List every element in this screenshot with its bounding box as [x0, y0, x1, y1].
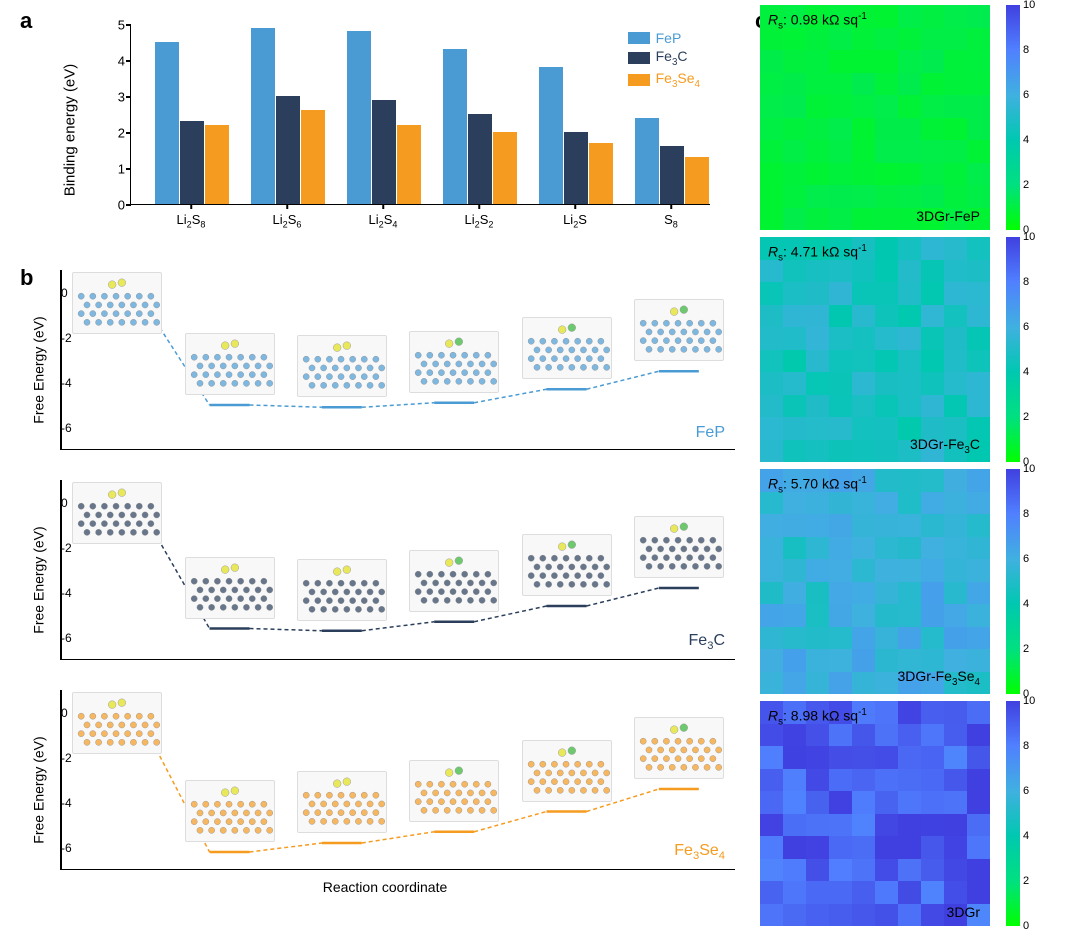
colorbar-tick: 2 [1020, 179, 1029, 191]
colorbar-tick: 4 [1020, 134, 1029, 146]
heatmap-rs-label: Rs: 8.98 kΩ sq-1 [768, 707, 867, 727]
material-label: Fe3Se4 [674, 842, 725, 862]
energy-ylabel: Free Energy (eV) [31, 316, 47, 423]
structure-thumbnail [522, 534, 612, 596]
colorbar-tick: 8 [1020, 508, 1029, 520]
bar-group [347, 31, 421, 204]
structure-thumbnail [522, 740, 612, 802]
bar-group [251, 28, 325, 204]
heatmap-material-label: 3DGr-Fe3Se4 [898, 668, 980, 688]
heatmap: Rs: 8.98 kΩ sq-1 3DGr 0246810 [760, 701, 1065, 926]
colorbar-tick: 10 [1020, 695, 1035, 707]
panel-label-a: a [20, 8, 32, 34]
material-label: Fe3C [689, 632, 725, 652]
structure-thumbnail [72, 482, 162, 544]
bar-group [635, 118, 709, 204]
energy-ylabel: Free Energy (eV) [31, 736, 47, 843]
colorbar-tick: 6 [1020, 89, 1029, 101]
heatmap-material-label: 3DGr-Fe3C [910, 436, 980, 456]
bar [205, 125, 229, 204]
bar-group [539, 67, 613, 204]
bar [685, 157, 709, 204]
colorbar-tick: 8 [1020, 44, 1029, 56]
bar [180, 121, 204, 204]
heatmap-rs-label: Rs: 4.71 kΩ sq-1 [768, 243, 867, 263]
structure-thumbnail [634, 299, 724, 361]
bar [301, 110, 325, 204]
colorbar-tick: 2 [1020, 875, 1029, 887]
energy-ylabel: Free Energy (eV) [31, 526, 47, 633]
structure-thumbnail [185, 333, 275, 395]
colorbar-tick: 4 [1020, 598, 1029, 610]
heatmap-rs-label: Rs: 0.98 kΩ sq-1 [768, 11, 867, 31]
bar-group [443, 49, 517, 204]
colorbar-tick: 10 [1020, 0, 1035, 11]
colorbar-tick: 2 [1020, 411, 1029, 423]
heatmap: Rs: 0.98 kΩ sq-1 3DGr-FeP 0246810 [760, 5, 1065, 230]
bar [493, 132, 517, 204]
colorbar-tick: 8 [1020, 276, 1029, 288]
energy-diagram-row: Free Energy (eV)0-2-4-6Fe3C [25, 480, 745, 680]
colorbar-tick: 2 [1020, 643, 1029, 655]
bar [564, 132, 588, 204]
material-label: FeP [696, 424, 725, 442]
structure-thumbnail [634, 516, 724, 578]
bar-group [155, 42, 229, 204]
colorbar-tick: 10 [1020, 463, 1035, 475]
bar [372, 100, 396, 204]
bar [468, 114, 492, 204]
bar [251, 28, 275, 204]
energy-diagram-row: Free Energy (eV)0-2-4-6FeP [25, 270, 745, 470]
energy-diagrams: Free Energy (eV)0-2-4-6FePFree Energy (e… [25, 270, 745, 930]
structure-thumbnail [185, 780, 275, 842]
colorbar-tick: 4 [1020, 366, 1029, 378]
heatmap-material-label: 3DGr [947, 904, 980, 920]
heatmap-material-label: 3DGr-FeP [916, 208, 980, 224]
bar [589, 143, 613, 204]
heatmap: Rs: 5.70 kΩ sq-1 3DGr-Fe3Se4 0246810 [760, 469, 1065, 694]
bar [397, 125, 421, 204]
structure-thumbnail [409, 331, 499, 393]
bar-chart: Binding energy (eV) 012345Li2S8Li2S6Li2S… [70, 15, 730, 245]
structure-thumbnail [409, 760, 499, 822]
structure-thumbnail [409, 550, 499, 612]
structure-thumbnail [72, 272, 162, 334]
structure-thumbnail [297, 335, 387, 397]
structure-thumbnail [72, 692, 162, 754]
colorbar-tick: 6 [1020, 321, 1029, 333]
structure-thumbnail [185, 557, 275, 619]
colorbar-tick: 0 [1020, 920, 1029, 932]
colorbar: 0246810 [1006, 701, 1020, 926]
colorbar-tick: 6 [1020, 553, 1029, 565]
colorbar: 0246810 [1006, 237, 1020, 462]
colorbar: 0246810 [1006, 469, 1020, 694]
structure-thumbnail [522, 317, 612, 379]
bar [155, 42, 179, 204]
bar [276, 96, 300, 204]
colorbar-tick: 4 [1020, 830, 1029, 842]
bar [539, 67, 563, 204]
heatmap-column: Rs: 0.98 kΩ sq-13DGr-FeP0246810Rs: 4.71 … [760, 5, 1065, 945]
heatmap: Rs: 4.71 kΩ sq-1 3DGr-Fe3C 0246810 [760, 237, 1065, 462]
bar-chart-area: 012345Li2S8Li2S6Li2S4Li2S2Li2SS8FePFe3CF… [130, 25, 710, 205]
structure-thumbnail [634, 717, 724, 779]
energy-xlabel: Reaction coordinate [323, 879, 448, 895]
bar [635, 118, 659, 204]
heatmap-rs-label: Rs: 5.70 kΩ sq-1 [768, 475, 867, 495]
bar-chart-legend: FePFe3CFe3Se4 [628, 30, 700, 92]
colorbar-tick: 6 [1020, 785, 1029, 797]
colorbar-tick: 8 [1020, 740, 1029, 752]
colorbar: 0246810 [1006, 5, 1020, 230]
energy-diagram-row: Free Energy (eV)0-2-4-6Fe3Se4Reaction co… [25, 690, 745, 890]
bar [443, 49, 467, 204]
bar [660, 146, 684, 204]
colorbar-tick: 10 [1020, 231, 1035, 243]
structure-thumbnail [297, 771, 387, 833]
bar-chart-ylabel: Binding energy (eV) [62, 30, 79, 230]
bar [347, 31, 371, 204]
structure-thumbnail [297, 559, 387, 621]
